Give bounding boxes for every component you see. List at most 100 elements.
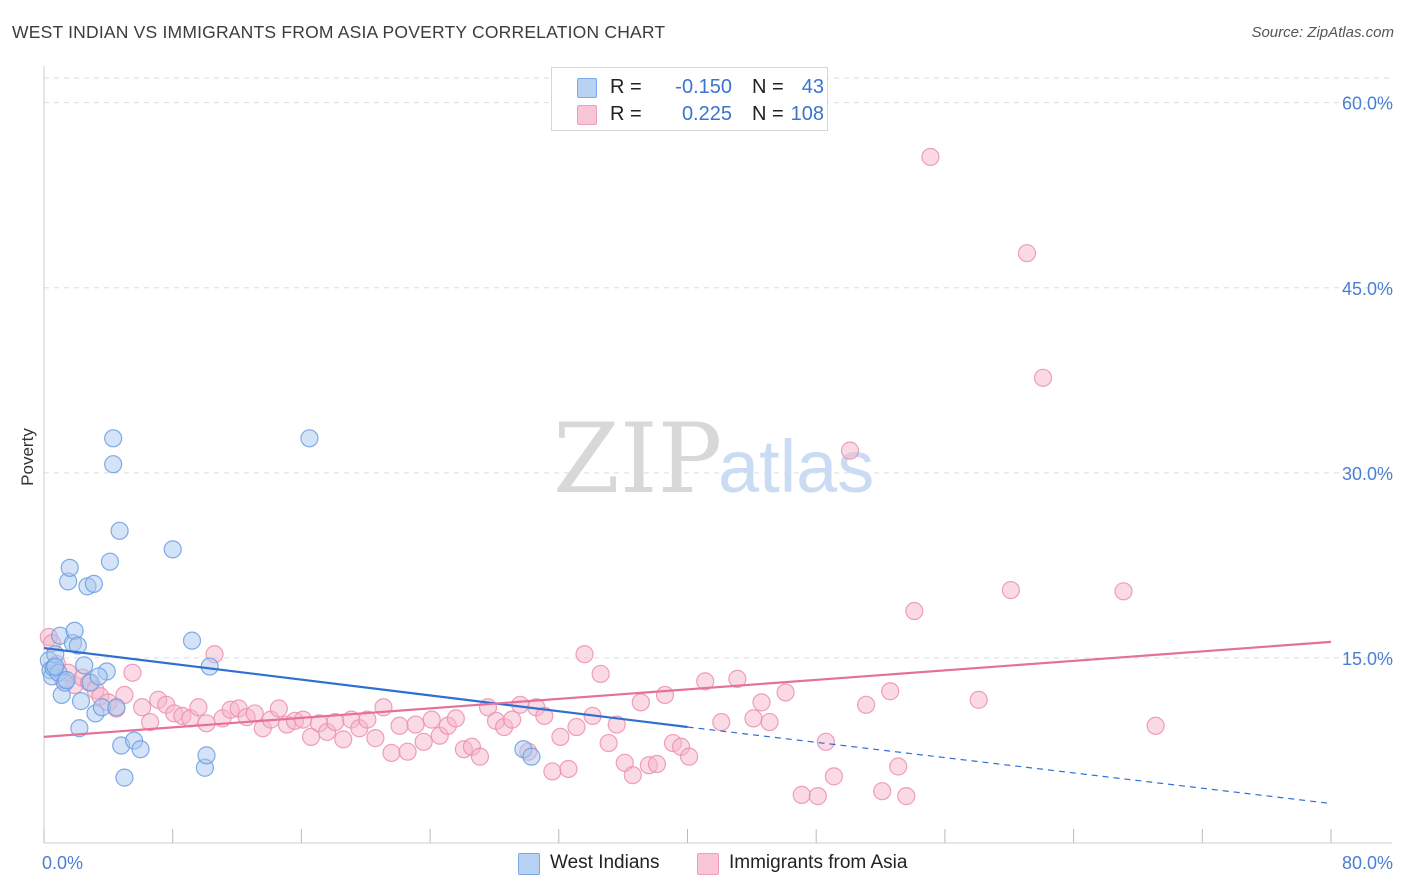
immigrants-from-asia-point [824, 767, 843, 786]
immigrants-from-asia-point [889, 757, 908, 776]
bottom-legend-label: West Indians [550, 852, 660, 873]
watermark: ZIP atlas [553, 403, 874, 515]
immigrants-from-asia-point [599, 733, 618, 753]
immigrants-from-asia-point [744, 709, 763, 728]
correlation-legend: R = -0.150 N = 43 R = 0.225 N = 108 [551, 67, 828, 131]
west-indians-point [110, 521, 129, 540]
west-indians-point [163, 540, 182, 559]
immigrants-from-asia-point [969, 690, 988, 709]
west-indians-point [70, 719, 89, 738]
legend-n-value: 108 [790, 103, 824, 125]
immigrants-from-asia-point [792, 785, 811, 804]
chart-title: WEST INDIAN VS IMMIGRANTS FROM ASIA POVE… [12, 22, 666, 42]
immigrants-from-asia-point [905, 601, 924, 621]
legend-r-value: -0.150 [675, 76, 732, 98]
legend-n-label: N = [752, 76, 784, 98]
legend-r-label: R = [610, 103, 642, 125]
immigrants-from-asia-point [133, 698, 152, 717]
west-indians-point [75, 656, 94, 675]
west-indians-point [71, 692, 91, 711]
immigrants-from-asia-point [808, 787, 827, 806]
west-indians-point [197, 746, 216, 765]
legend-n-label: N = [752, 103, 784, 125]
legend-r-value: 0.225 [681, 103, 732, 125]
legend-r-label: R = [610, 76, 642, 98]
immigrants-from-asia-point [269, 699, 288, 718]
west-indians-point [182, 631, 202, 650]
trend-lines [43, 640, 1332, 805]
west-indians-trend-extension [687, 726, 1332, 805]
y-tick-label: 30.0% [1342, 464, 1393, 484]
immigrants-from-asia-point [776, 683, 795, 702]
west-indians-point [100, 552, 120, 571]
immigrants-from-asia-point [535, 706, 554, 726]
legend-swatch-blue [577, 78, 597, 98]
immigrants-from-asia-point [1017, 244, 1037, 263]
immigrants-from-asia-point [559, 759, 578, 779]
immigrants-from-asia-point [382, 743, 401, 763]
west-indians-point [65, 621, 84, 640]
immigrants-from-asia-point [1146, 716, 1165, 735]
west-indians-point [60, 558, 79, 577]
immigrants-from-asia-point [406, 715, 425, 734]
immigrants-from-asia-point [897, 787, 916, 806]
y-axis-label: Poverty [18, 428, 37, 486]
y-tick-label: 45.0% [1342, 279, 1393, 299]
immigrants-from-asia-point [334, 730, 353, 749]
immigrants-from-asia-point [446, 709, 465, 728]
immigrants-from-asia-point [470, 747, 490, 766]
west-indians-point [131, 740, 150, 759]
series-west-indians [39, 429, 541, 787]
immigrants-from-asia-point [760, 712, 779, 732]
immigrants-from-asia-point [189, 698, 208, 717]
immigrants-from-asia-point [551, 727, 570, 746]
bottom-legend-swatch-pink [697, 853, 719, 875]
legend-n-value: 43 [801, 76, 824, 98]
immigrants-from-asia-point [293, 710, 313, 729]
immigrants-from-asia-point [647, 754, 667, 774]
immigrants-from-asia-point [856, 695, 876, 714]
immigrants-from-asia-trend-line [43, 640, 1332, 738]
immigrants-from-asia-point [752, 693, 771, 712]
immigrants-from-asia-point [358, 710, 377, 729]
immigrants-from-asia-point [696, 672, 715, 691]
immigrants-from-asia-point [503, 710, 522, 729]
immigrants-from-asia-point [1114, 582, 1133, 601]
immigrants-from-asia-point [873, 782, 892, 801]
immigrants-from-asia-point [631, 693, 650, 712]
watermark-atlas: atlas [718, 425, 874, 508]
legend-swatch-pink [577, 105, 597, 125]
west-indians-point [46, 657, 65, 676]
immigrants-from-asia-point [414, 732, 433, 751]
bottom-legend-swatch-blue [518, 853, 540, 875]
west-indians-point [68, 636, 87, 655]
west-indians-point [89, 667, 108, 686]
west-indians-point [104, 455, 123, 474]
immigrants-from-asia-point [840, 441, 860, 460]
x-tick-label: 80.0% [1342, 853, 1393, 873]
immigrants-from-asia-point [712, 712, 731, 732]
immigrants-from-asia-point [881, 682, 900, 701]
west-indians-trend-line [43, 646, 688, 729]
immigrants-from-asia-point [422, 710, 441, 729]
immigrants-from-asia-point [390, 716, 409, 735]
immigrants-from-asia-point [623, 766, 642, 785]
west-indians-point [522, 747, 541, 766]
grid-layer [44, 77, 1392, 659]
immigrants-from-asia-point [728, 669, 747, 688]
west-indians-point [115, 768, 134, 787]
immigrants-from-asia-point [141, 712, 160, 732]
immigrants-from-asia-point [543, 762, 562, 781]
immigrants-from-asia-point [197, 714, 216, 733]
watermark-zip: ZIP [553, 403, 722, 515]
y-tick-label: 15.0% [1342, 649, 1393, 669]
y-tick-label: 60.0% [1342, 94, 1393, 114]
west-indians-point [300, 429, 319, 448]
immigrants-from-asia-point [398, 742, 417, 761]
immigrants-from-asia-point [655, 685, 675, 705]
immigrants-from-asia-point [567, 717, 586, 737]
immigrants-from-asia-point [607, 715, 626, 734]
immigrants-from-asia-point [575, 645, 594, 664]
west-indians-point [104, 429, 123, 448]
